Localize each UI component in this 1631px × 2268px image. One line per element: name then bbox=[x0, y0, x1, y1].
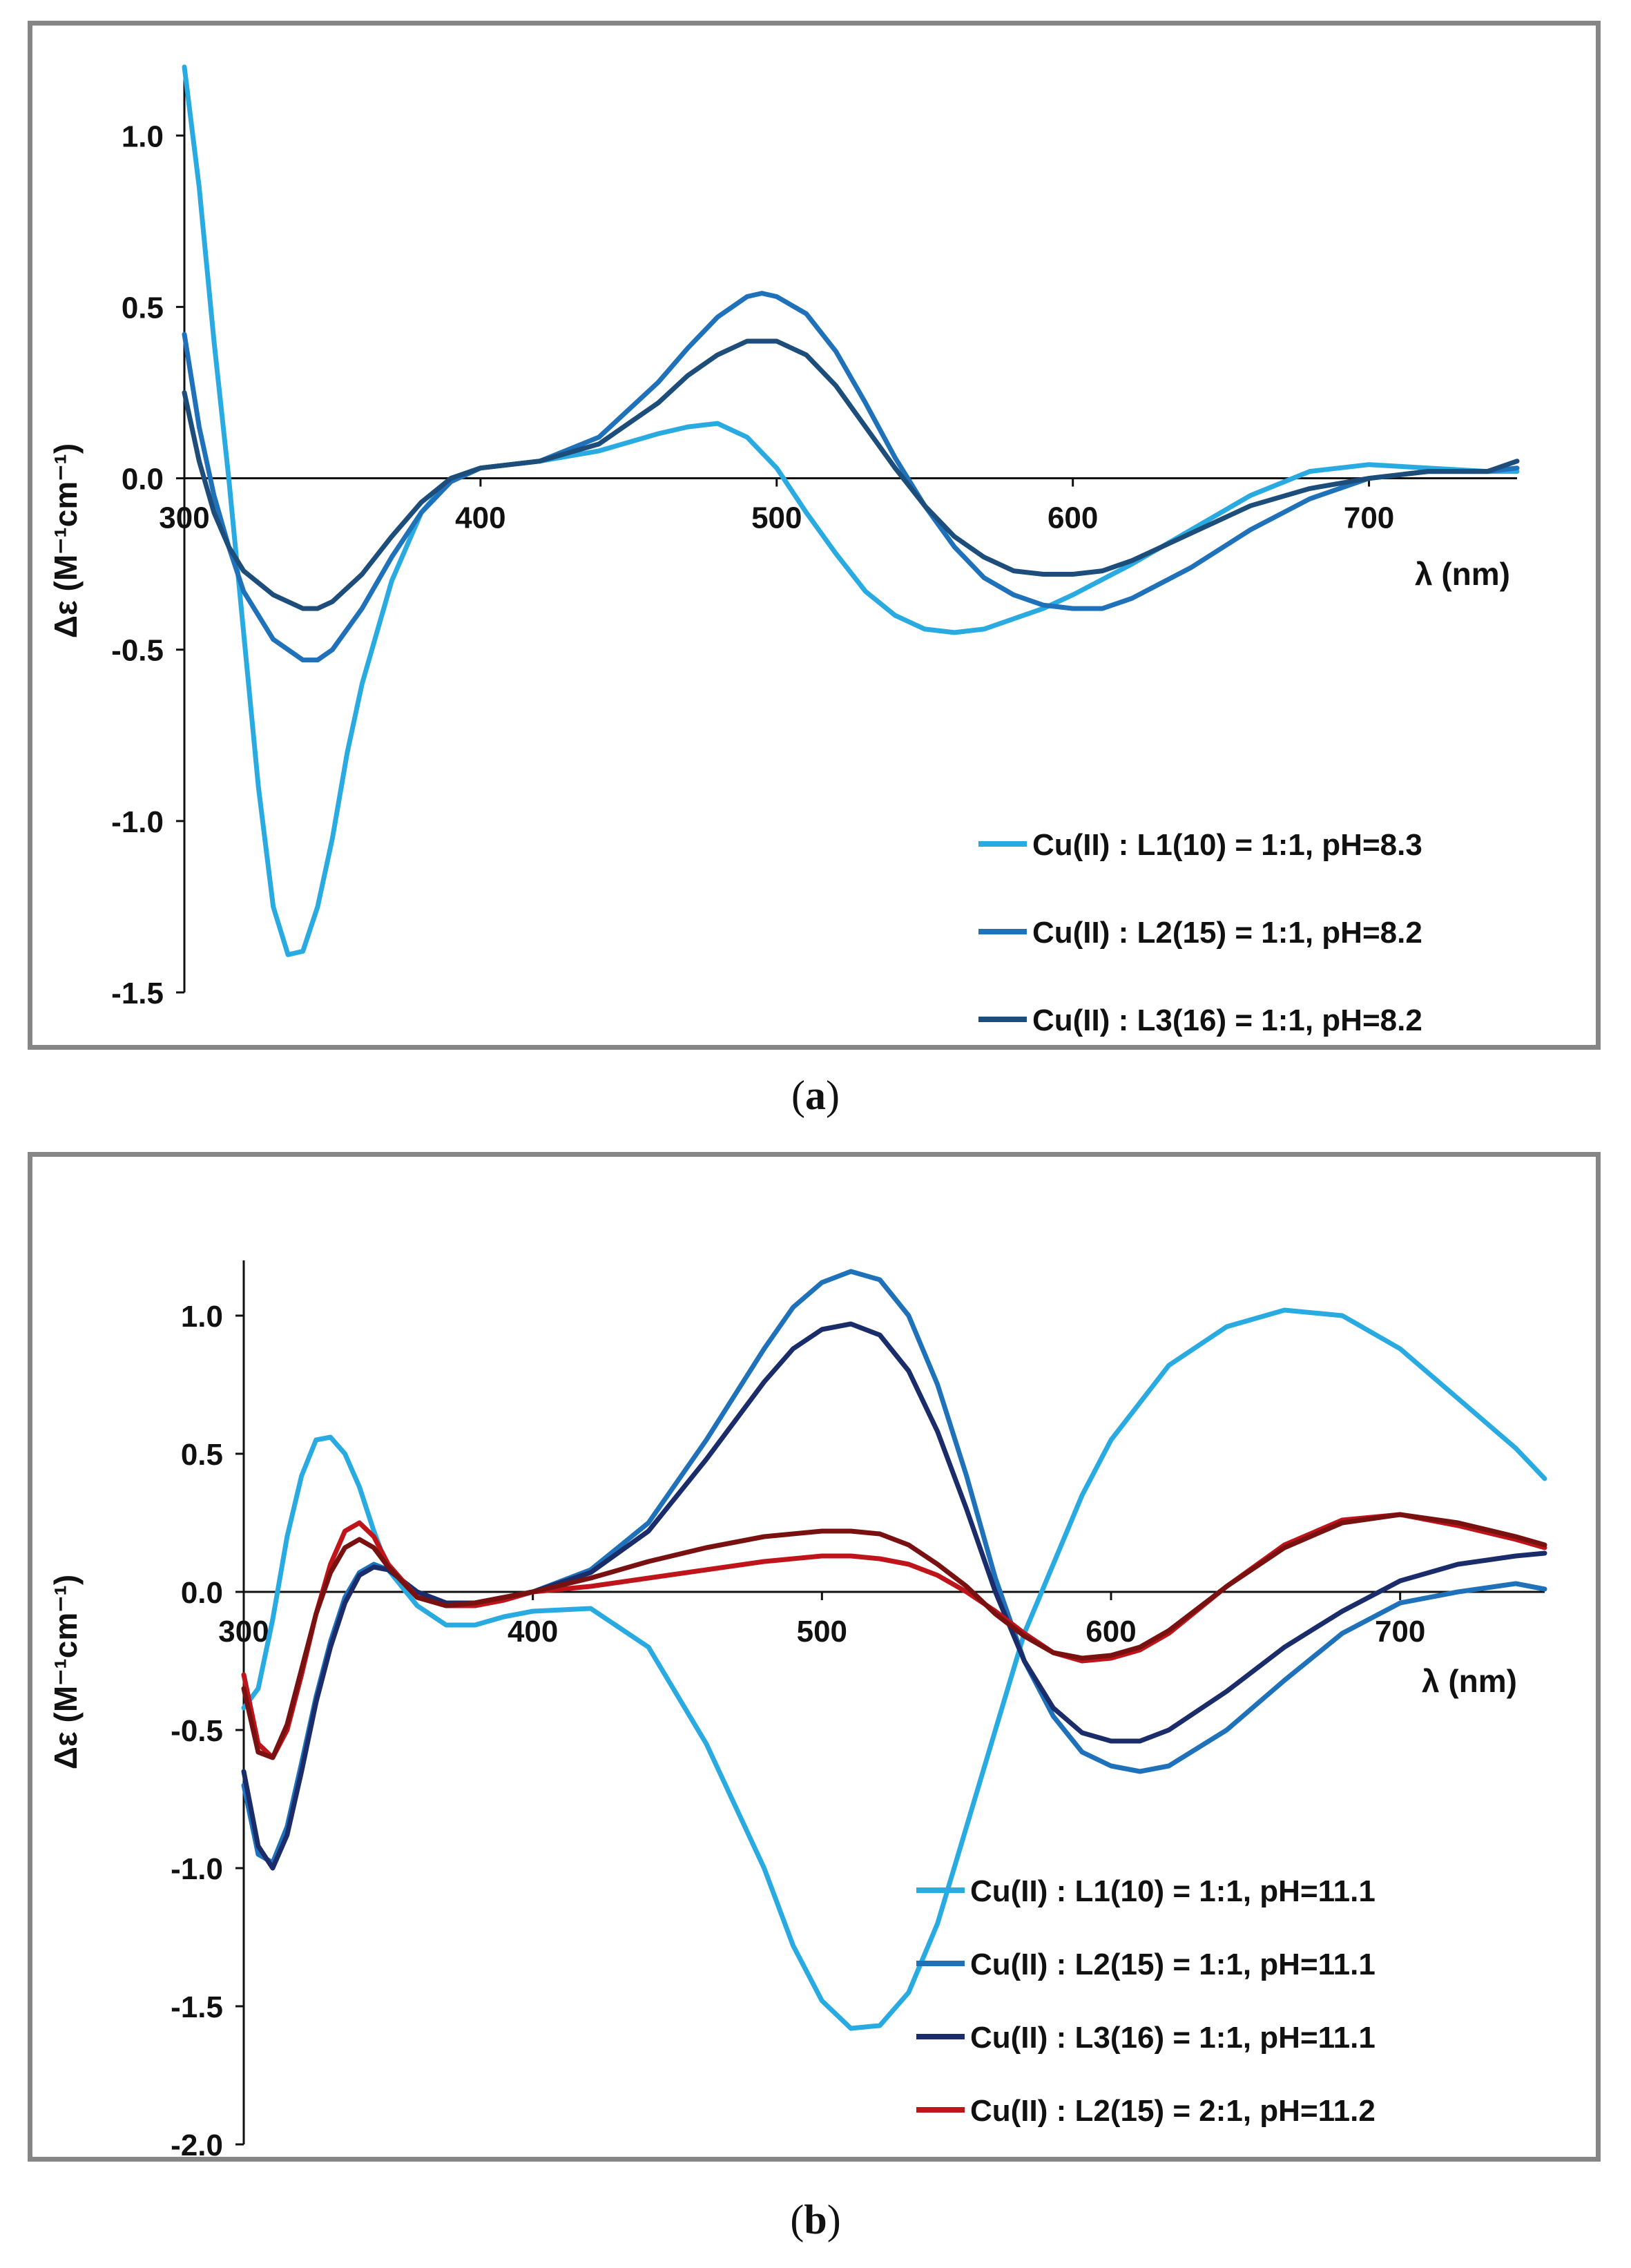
series-line-a-1 bbox=[182, 64, 1520, 957]
chart-panel-a: -1.5 -1.0 -0.5 0.0 0.5 1.0 300 400 500 600 700 λ (n… bbox=[28, 21, 1601, 1050]
y-tick-label: 0.5 bbox=[122, 291, 164, 325]
x-tick-label: 600 bbox=[1085, 1615, 1136, 1649]
caption-b: (b) bbox=[790, 2197, 841, 2242]
series-line-b-2 bbox=[241, 1269, 1547, 1865]
legend-label-a-3: Cu(II) : L3(16) = 1:1, pH=8.2 bbox=[1032, 1003, 1422, 1037]
y-tick-label: 0.0 bbox=[181, 1576, 223, 1610]
caption-a: (a) bbox=[791, 1073, 840, 1118]
x-tick-label: 300 bbox=[218, 1615, 269, 1649]
y-tick-label: -1.0 bbox=[171, 1852, 223, 1886]
y-axis-title: Δε (M⁻¹cm⁻¹) bbox=[48, 1575, 84, 1769]
y-axis-title: Δε (M⁻¹cm⁻¹) bbox=[48, 443, 84, 638]
x-axis-title: λ (nm) bbox=[1415, 556, 1510, 592]
x-tick-label: 400 bbox=[455, 501, 505, 535]
caption-b-letter: b bbox=[804, 2197, 827, 2242]
caption-a-letter: a bbox=[805, 1073, 826, 1118]
x-tick-label: 500 bbox=[797, 1615, 847, 1649]
series-line-b-1 bbox=[241, 1307, 1547, 2031]
series-line-b-5 bbox=[241, 1512, 1547, 1760]
y-tick-label: 0.0 bbox=[122, 463, 164, 497]
y-tick-label: 1.0 bbox=[181, 1300, 223, 1334]
chart-b-svg: -2.0 -1.5 -1.0 -0.5 0.0 0.5 1.0 300 400 500 600 700… bbox=[48, 1260, 1547, 2157]
series-line-a-2 bbox=[182, 291, 1520, 663]
y-tick-label: -0.5 bbox=[171, 1714, 223, 1748]
series-line-b-4 bbox=[241, 1512, 1547, 1760]
x-tick-label: 700 bbox=[1344, 501, 1394, 535]
y-tick-label: 1.0 bbox=[122, 119, 164, 153]
y-tick-label: -0.5 bbox=[111, 634, 164, 668]
x-tick-label: 600 bbox=[1048, 501, 1098, 535]
legend-label-b-1: Cu(II) : L1(10) = 1:1, pH=11.1 bbox=[970, 1874, 1376, 1908]
x-axis-title: λ (nm) bbox=[1422, 1663, 1517, 1699]
chart-panel-b: -2.0 -1.5 -1.0 -0.5 0.0 0.5 1.0 300 400 500 600 700… bbox=[28, 1152, 1601, 2162]
legend-label-a-1: Cu(II) : L1(10) = 1:1, pH=8.3 bbox=[1032, 828, 1422, 862]
x-tick-label: 700 bbox=[1375, 1615, 1425, 1649]
y-tick-label: 0.5 bbox=[181, 1438, 223, 1472]
x-tick-label: 500 bbox=[751, 501, 802, 535]
legend-label-b-2: Cu(II) : L2(15) = 1:1, pH=11.1 bbox=[970, 1948, 1376, 1981]
y-tick-label: -2.0 bbox=[171, 2128, 223, 2157]
y-tick-label: -1.0 bbox=[111, 805, 164, 839]
series-line-a-3 bbox=[182, 338, 1520, 611]
chart-a-svg: -1.5 -1.0 -0.5 0.0 0.5 1.0 300 400 500 600 700 λ (n… bbox=[48, 64, 1520, 1037]
y-tick-label: -1.5 bbox=[111, 977, 164, 1010]
series-line-b-3 bbox=[241, 1321, 1547, 1871]
y-tick-label: -1.5 bbox=[171, 1990, 223, 2024]
x-tick-label: 400 bbox=[508, 1615, 558, 1649]
legend-label-a-2: Cu(II) : L2(15) = 1:1, pH=8.2 bbox=[1032, 916, 1422, 950]
legend-label-b-4: Cu(II) : L2(15) = 2:1, pH=11.2 bbox=[970, 2094, 1376, 2128]
legend-label-b-3: Cu(II) : L3(16) = 1:1, pH=11.1 bbox=[970, 2021, 1376, 2055]
x-tick-label: 300 bbox=[159, 501, 209, 535]
